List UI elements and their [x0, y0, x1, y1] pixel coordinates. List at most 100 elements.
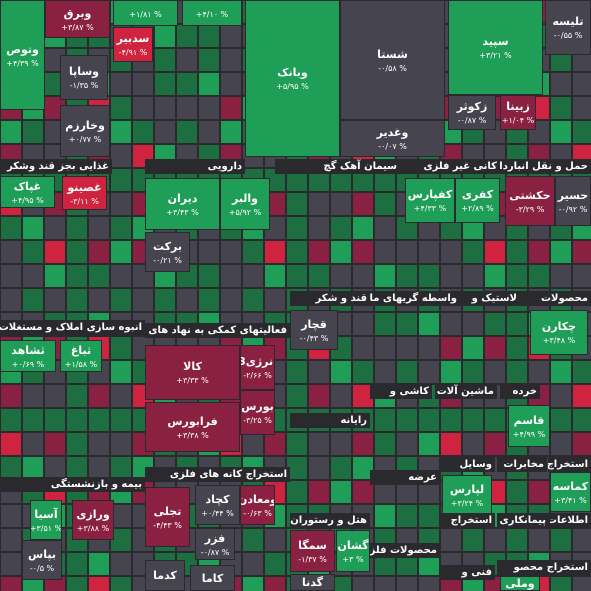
stock-symbol: بورس	[241, 400, 274, 413]
filler-tile	[0, 528, 22, 552]
filler-tile	[22, 120, 44, 144]
filler-tile	[0, 384, 22, 408]
stock-symbol: سمگا	[298, 538, 327, 552]
filler-tile	[528, 240, 550, 264]
price-change: +۳/۴۱ %	[554, 495, 587, 505]
filler-tile	[572, 432, 591, 456]
filler-tile	[220, 72, 242, 96]
price-change: -۲/۶۶ %	[243, 371, 272, 380]
price-change: +۳ %	[342, 554, 364, 564]
filler-tile	[132, 288, 154, 312]
filler-tile	[330, 216, 352, 240]
filler-tile	[198, 264, 220, 288]
filler-tile	[110, 336, 132, 360]
filler-tile	[110, 72, 132, 96]
stock-symbol: والبر	[231, 191, 259, 205]
sector-label: محصولات فلزی	[370, 543, 440, 558]
stock-tile: زکوثر -۰/۸۷ %	[448, 95, 496, 130]
filler-tile	[88, 432, 110, 456]
filler-tile	[550, 408, 572, 432]
filler-tile	[66, 216, 88, 240]
filler-tile	[154, 288, 176, 312]
sector-label: بیمه و بازنشستگی	[0, 477, 145, 492]
filler-tile	[440, 360, 462, 384]
filler-tile	[198, 72, 220, 96]
filler-tile	[484, 408, 506, 432]
stock-symbol: وملی	[505, 577, 535, 590]
price-change: -۰/۸۷ %	[457, 116, 487, 125]
stock-symbol: حسیر	[557, 188, 589, 202]
filler-tile	[374, 312, 396, 336]
filler-tile	[462, 360, 484, 384]
filler-tile	[220, 264, 242, 288]
filler-tile	[154, 120, 176, 144]
sector-label: لاستیک و	[460, 291, 520, 306]
filler-tile	[286, 480, 308, 504]
filler-tile	[44, 288, 66, 312]
price-change: +۱/۸۱ %	[129, 10, 162, 19]
filler-tile	[22, 264, 44, 288]
stock-symbol: قچار	[301, 317, 327, 331]
sector-label: استخراج	[440, 513, 495, 528]
filler-tile	[286, 192, 308, 216]
filler-tile	[550, 120, 572, 144]
filler-tile	[352, 192, 374, 216]
stock-symbol: کفری	[461, 188, 494, 201]
stock-symbol: کاما	[201, 571, 224, 585]
filler-tile	[506, 528, 528, 552]
filler-tile	[550, 96, 572, 120]
price-change: +۱/۰۴ %	[501, 116, 535, 125]
stock-tile: ثباغ +۱/۵۸ %	[60, 340, 102, 372]
price-change: -۰/۴۳ %	[299, 333, 329, 343]
filler-tile	[352, 432, 374, 456]
filler-tile	[572, 96, 591, 120]
price-change: -۳/۱۱ %	[70, 196, 99, 206]
stock-symbol: تلیسه	[552, 15, 584, 28]
filler-tile	[550, 384, 572, 408]
sector-label: ماشین آلات	[435, 384, 497, 399]
price-change: +۰/۴۴ %	[201, 508, 234, 518]
filler-tile	[0, 120, 22, 144]
price-change: -۴/۴۳ %	[153, 520, 182, 530]
stock-tile: وبرق +۳/۸۷ %	[45, 0, 110, 38]
stock-tile: +۱/۸۱ %	[113, 0, 178, 26]
price-change: -۱/۳۵ %	[69, 81, 99, 90]
filler-tile	[198, 240, 220, 264]
filler-tile	[22, 240, 44, 264]
filler-tile	[528, 480, 550, 504]
sector-label: دارویی	[145, 159, 245, 174]
filler-tile	[110, 216, 132, 240]
sector-label: استخراج کانه های فلزی	[145, 467, 290, 482]
filler-tile	[110, 288, 132, 312]
filler-tile	[506, 264, 528, 288]
filler-tile	[176, 120, 198, 144]
filler-tile	[110, 552, 132, 576]
stock-tile: غصینو -۳/۱۱ %	[62, 176, 107, 210]
filler-tile	[154, 72, 176, 96]
stock-symbol: ثشاهد	[11, 343, 45, 357]
filler-tile	[88, 576, 110, 591]
filler-tile	[418, 336, 440, 360]
filler-tile	[0, 576, 22, 591]
filler-tile	[286, 240, 308, 264]
filler-tile	[418, 576, 440, 591]
filler-tile	[396, 432, 418, 456]
filler-tile	[132, 120, 154, 144]
filler-tile	[198, 120, 220, 144]
filler-tile	[110, 528, 132, 552]
filler-tile	[264, 576, 286, 591]
price-change: -۰/۵ %	[29, 563, 55, 573]
filler-tile	[352, 216, 374, 240]
price-change: +۵/۹۲ %	[228, 207, 262, 217]
filler-tile	[66, 408, 88, 432]
filler-tile	[0, 504, 22, 528]
filler-tile	[330, 264, 352, 288]
sector-label: پیمانکاری	[497, 513, 549, 528]
filler-tile	[484, 432, 506, 456]
filler-tile	[462, 240, 484, 264]
stock-tile: حسیر -۰/۹۲ %	[555, 176, 591, 226]
price-change: +۴/۹۵ %	[11, 195, 44, 205]
stock-tile: کفری +۲/۸۹ %	[455, 178, 500, 223]
stock-symbol: کدما	[153, 569, 177, 582]
filler-tile	[550, 360, 572, 384]
